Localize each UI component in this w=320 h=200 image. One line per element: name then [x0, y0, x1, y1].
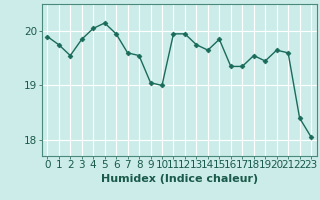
- X-axis label: Humidex (Indice chaleur): Humidex (Indice chaleur): [100, 174, 258, 184]
